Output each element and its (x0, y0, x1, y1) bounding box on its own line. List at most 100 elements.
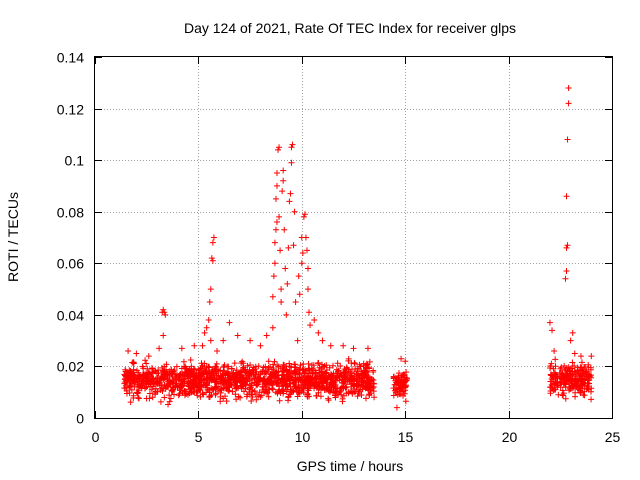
data-point (281, 226, 288, 233)
data-point (257, 368, 264, 375)
data-point (402, 387, 409, 394)
data-point (218, 373, 225, 380)
y-tick-label: 0.08 (57, 205, 84, 221)
data-point (209, 257, 216, 264)
data-point (566, 385, 573, 392)
data-point (259, 387, 266, 394)
data-point (277, 247, 284, 254)
data-point (314, 360, 321, 367)
data-point (274, 390, 281, 397)
data-point (130, 359, 137, 366)
data-point (392, 389, 399, 396)
data-point (550, 365, 557, 372)
data-point (579, 385, 586, 392)
data-point (563, 371, 570, 378)
data-point (125, 370, 132, 377)
data-point (248, 384, 255, 391)
data-point (244, 377, 251, 384)
data-point (157, 398, 164, 405)
data-point (344, 371, 351, 378)
data-point (391, 381, 398, 388)
data-point (300, 367, 307, 374)
data-point (172, 382, 179, 389)
data-point (237, 394, 244, 401)
data-point (340, 380, 347, 387)
data-point (567, 365, 574, 372)
data-point (217, 398, 224, 405)
data-point (214, 347, 221, 354)
data-point (295, 366, 302, 373)
data-point (575, 377, 582, 384)
data-point (270, 273, 277, 280)
data-point (128, 386, 135, 393)
data-point (162, 311, 169, 318)
data-point (291, 208, 298, 215)
data-point (138, 383, 145, 390)
data-point (240, 375, 247, 382)
data-point (240, 364, 247, 371)
data-point (346, 376, 353, 383)
data-points (121, 84, 595, 411)
data-point (201, 376, 208, 383)
data-point (317, 393, 324, 400)
data-point (316, 364, 323, 371)
data-point (250, 371, 257, 378)
data-point (340, 369, 347, 376)
data-point (200, 377, 207, 384)
data-point (210, 234, 217, 241)
data-point (269, 324, 276, 331)
data-point (339, 395, 346, 402)
data-point (569, 359, 576, 366)
data-point (340, 342, 347, 349)
data-point (201, 360, 208, 367)
data-point (290, 242, 297, 249)
data-point (369, 380, 376, 387)
data-point (571, 363, 578, 370)
data-point (272, 226, 279, 233)
data-point (236, 377, 243, 384)
data-point (330, 383, 337, 390)
data-point (142, 357, 149, 364)
data-point (152, 368, 159, 375)
data-point (319, 337, 326, 344)
data-point (295, 273, 302, 280)
data-point (159, 367, 166, 374)
data-point (273, 379, 280, 386)
data-point (212, 363, 219, 370)
data-point (301, 380, 308, 387)
data-point (149, 365, 156, 372)
data-point (305, 265, 312, 272)
data-point (220, 363, 227, 370)
data-point (300, 389, 307, 396)
data-point (133, 375, 140, 382)
data-point (276, 397, 283, 404)
axis-ticks (95, 57, 613, 419)
data-point (323, 369, 330, 376)
data-point (230, 379, 237, 386)
data-point (203, 379, 210, 386)
data-point (275, 146, 282, 153)
data-point (129, 373, 136, 380)
data-point (402, 358, 409, 365)
data-point (284, 382, 291, 389)
data-point (343, 364, 350, 371)
data-point (142, 384, 149, 391)
data-point (209, 374, 216, 381)
data-point (306, 309, 313, 316)
data-point (187, 380, 194, 387)
data-point (155, 366, 162, 373)
data-point (285, 393, 292, 400)
data-point (315, 389, 322, 396)
data-point (564, 375, 571, 382)
data-point (547, 365, 554, 372)
data-point (180, 358, 187, 365)
data-point (239, 358, 246, 365)
data-point (572, 389, 579, 396)
data-point (179, 389, 186, 396)
data-point (570, 380, 577, 387)
data-point (149, 394, 156, 401)
data-point (253, 391, 259, 398)
x-tick-label: 20 (502, 429, 518, 445)
data-point (200, 370, 207, 377)
data-point (253, 396, 260, 403)
